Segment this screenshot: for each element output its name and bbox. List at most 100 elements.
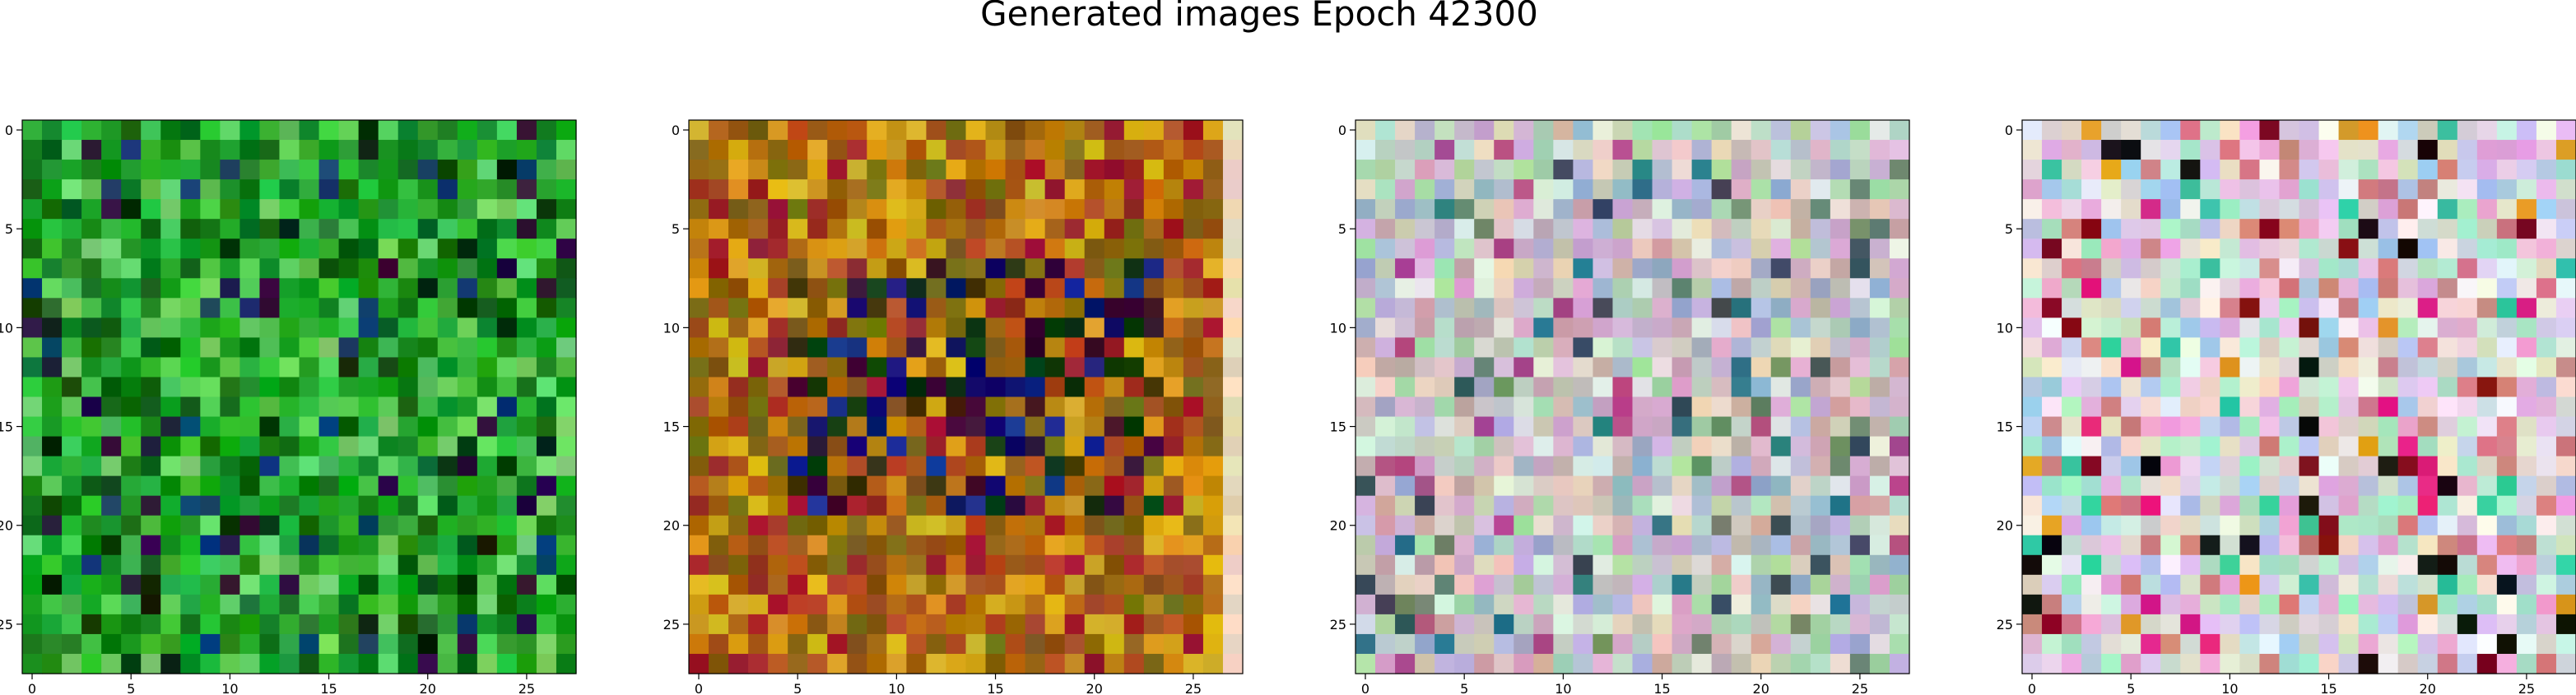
pixel-cell <box>42 377 63 398</box>
pixel-cell <box>1044 357 1066 378</box>
pixel-cell <box>1612 495 1634 517</box>
pixel-cell <box>906 475 928 497</box>
pixel-cell <box>2062 416 2082 438</box>
pixel-cell <box>1183 653 1204 674</box>
pixel-cell <box>748 120 769 141</box>
pixel-cell <box>2200 396 2220 418</box>
pixel-cell <box>1222 554 1244 576</box>
pixel-cell <box>1553 554 1574 576</box>
pixel-cell <box>1731 317 1752 338</box>
pixel-cell <box>239 179 261 200</box>
pixel-cell <box>2397 396 2419 418</box>
pixel-cell <box>1751 140 1772 160</box>
pixel-cell <box>358 475 379 497</box>
pixel-cell <box>1849 278 1871 299</box>
pixel-cell <box>200 239 221 259</box>
pixel-cell <box>477 160 498 180</box>
pixel-cell <box>1770 278 1792 299</box>
pixel-cell <box>2081 456 2102 477</box>
pixel-cell <box>378 554 399 576</box>
pixel-cell <box>2081 239 2102 259</box>
pixel-cell <box>827 239 848 259</box>
pixel-cell <box>2081 258 2102 279</box>
pixel-cell <box>1415 298 1435 318</box>
pixel-cell <box>1084 456 1105 477</box>
pixel-cell <box>1830 495 1851 517</box>
pixel-cell <box>1751 377 1772 398</box>
pixel-cell <box>417 633 439 655</box>
pixel-cell <box>1612 475 1634 497</box>
pixel-cell <box>42 278 63 299</box>
pixel-cell <box>1612 317 1634 338</box>
pixel-cell <box>1064 396 1086 418</box>
pixel-cell <box>1573 416 1594 438</box>
pixel-cell <box>1415 475 1435 497</box>
pixel-cell <box>2081 199 2102 220</box>
pixel-cell <box>239 436 261 457</box>
pixel-cell <box>2101 574 2122 595</box>
pixel-cell <box>1123 554 1145 576</box>
pixel-cell <box>496 298 518 318</box>
pixel-cell <box>1514 653 1534 674</box>
pixel-cell <box>1355 239 1376 259</box>
pixel-cell <box>2358 219 2379 239</box>
pixel-cell <box>2496 258 2518 279</box>
pixel-cell <box>2516 179 2537 200</box>
pixel-cell <box>398 120 419 141</box>
pixel-cell <box>1573 120 1594 141</box>
pixel-cell <box>1652 160 1673 180</box>
pixel-cell <box>22 120 43 141</box>
pixel-cell <box>1672 160 1693 180</box>
pixel-cell <box>2180 574 2201 595</box>
pixel-cell <box>1415 160 1435 180</box>
pixel-cell <box>536 298 557 318</box>
pixel-cell <box>926 554 947 576</box>
pixel-cell <box>965 120 987 141</box>
pixel-cell <box>1434 298 1455 318</box>
pixel-cell <box>398 633 419 655</box>
pixel-cell <box>1790 317 1811 338</box>
pixel-cell <box>2397 416 2419 438</box>
pixel-cell <box>965 614 987 635</box>
pixel-cell <box>2378 495 2399 517</box>
pixel-cell <box>1064 633 1086 655</box>
pixel-cell <box>1790 495 1811 517</box>
pixel-cell <box>1395 594 1416 615</box>
pixel-cell <box>1183 515 1204 536</box>
pixel-cell <box>358 239 379 259</box>
pixel-cell <box>2279 594 2300 615</box>
pixel-cell <box>847 535 867 556</box>
pixel-cell <box>1751 594 1772 615</box>
pixel-grid <box>22 120 577 674</box>
pixel-cell <box>1790 258 1811 279</box>
pixel-cell <box>926 495 947 517</box>
pixel-cell <box>728 377 749 398</box>
pixel-cell <box>338 377 360 398</box>
pixel-cell <box>2299 495 2320 517</box>
pixel-cell <box>299 554 320 576</box>
pixel-cell <box>1632 515 1653 536</box>
pixel-cell <box>1533 160 1554 180</box>
pixel-cell <box>457 515 478 536</box>
pixel-cell <box>1044 396 1066 418</box>
pixel-cell <box>788 633 808 655</box>
pixel-cell <box>1810 416 1831 438</box>
pixel-cell <box>946 298 967 318</box>
pixel-cell <box>220 515 240 536</box>
pixel-cell <box>1143 258 1165 279</box>
pixel-cell <box>516 199 537 220</box>
pixel-cell <box>2279 317 2300 338</box>
pixel-cell <box>1553 515 1574 536</box>
pixel-cell <box>22 594 43 615</box>
pixel-cell <box>1770 554 1792 576</box>
pixel-cell <box>2516 199 2537 220</box>
pixel-cell <box>847 298 867 318</box>
pixel-cell <box>748 140 769 160</box>
pixel-cell <box>1395 574 1416 595</box>
pixel-cell <box>2101 396 2122 418</box>
pixel-cell <box>220 337 240 359</box>
pixel-cell <box>2476 278 2498 299</box>
pixel-cell <box>338 239 360 259</box>
pixel-cell <box>180 160 201 180</box>
pixel-cell <box>457 120 478 141</box>
